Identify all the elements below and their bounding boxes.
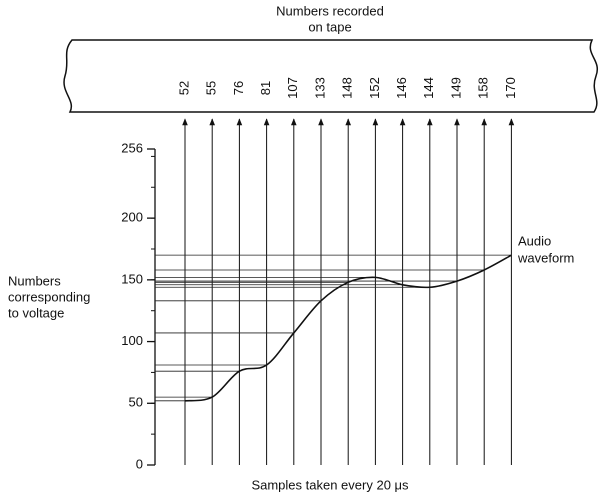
sample-number: 146 <box>394 77 409 99</box>
sample-number: 149 <box>448 77 463 99</box>
sample-number: 133 <box>312 77 327 99</box>
tape <box>63 39 599 113</box>
y-axis-label: to voltage <box>8 305 64 320</box>
audio-waveform <box>184 254 512 402</box>
sample-number: 76 <box>231 81 246 95</box>
title-line: Numbers recorded <box>276 3 384 18</box>
y-tick-label: 0 <box>136 456 143 471</box>
y-axis-label: Numbers <box>8 273 61 288</box>
y-axis-label: corresponding <box>8 289 90 304</box>
y-tick-label: 150 <box>121 271 143 286</box>
sample-number: 144 <box>421 77 436 99</box>
sample-number: 158 <box>476 77 491 99</box>
sample-number: 52 <box>176 81 191 95</box>
sample-number: 81 <box>258 81 273 95</box>
y-tick-label: 50 <box>129 395 143 410</box>
y-tick-label: 200 <box>121 210 143 225</box>
sample-number: 55 <box>204 81 219 95</box>
sample-number: 107 <box>285 77 300 99</box>
sample-number: 152 <box>367 77 382 99</box>
sample-number: 170 <box>503 77 518 99</box>
x-axis-label: Samples taken every 20 μs <box>251 477 409 492</box>
y-tick-label: 100 <box>121 333 143 348</box>
y-tick-label: 256 <box>121 140 143 155</box>
annotation: Audio <box>518 233 551 248</box>
annotation: waveform <box>517 250 574 265</box>
title-line: on tape <box>308 19 351 34</box>
sample-number: 148 <box>340 77 355 99</box>
